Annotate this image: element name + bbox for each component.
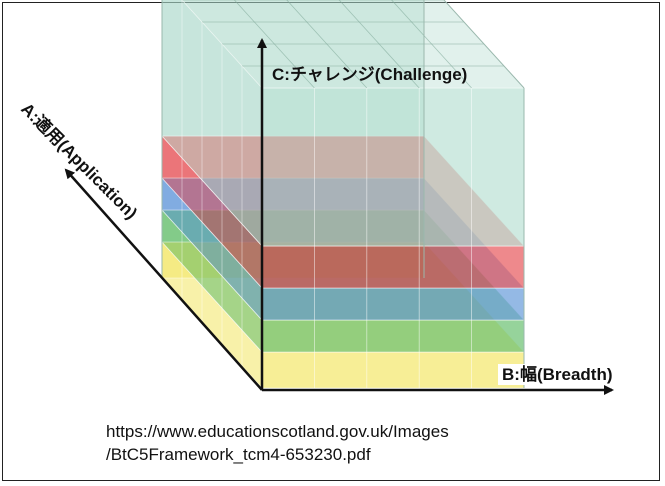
source-citation: https://www.educationscotland.gov.uk/Ima… <box>106 420 449 466</box>
grid-line <box>338 0 420 89</box>
c-axis-label: C:チャレンジ(Challenge) <box>272 65 468 84</box>
layer-yellow-front <box>261 351 525 389</box>
layer-teal-front <box>261 87 525 247</box>
b-axis-label: B:幅(Breadth) <box>498 364 617 385</box>
source-url-line-1: https://www.educationscotland.gov.uk/Ima… <box>106 422 449 441</box>
source-url-line-2: /BtC5Framework_tcm4-653230.pdf <box>106 445 371 464</box>
layer-blue-front <box>261 287 525 321</box>
cube-edge <box>443 0 525 89</box>
a-axis-arrow <box>64 168 263 391</box>
layered-cube <box>161 0 525 390</box>
layer-red-front <box>261 245 525 289</box>
grid-line <box>233 0 315 89</box>
axes <box>64 38 614 395</box>
grid-line <box>286 0 368 89</box>
layer-green-front <box>261 319 525 353</box>
grid-line <box>391 0 472 89</box>
